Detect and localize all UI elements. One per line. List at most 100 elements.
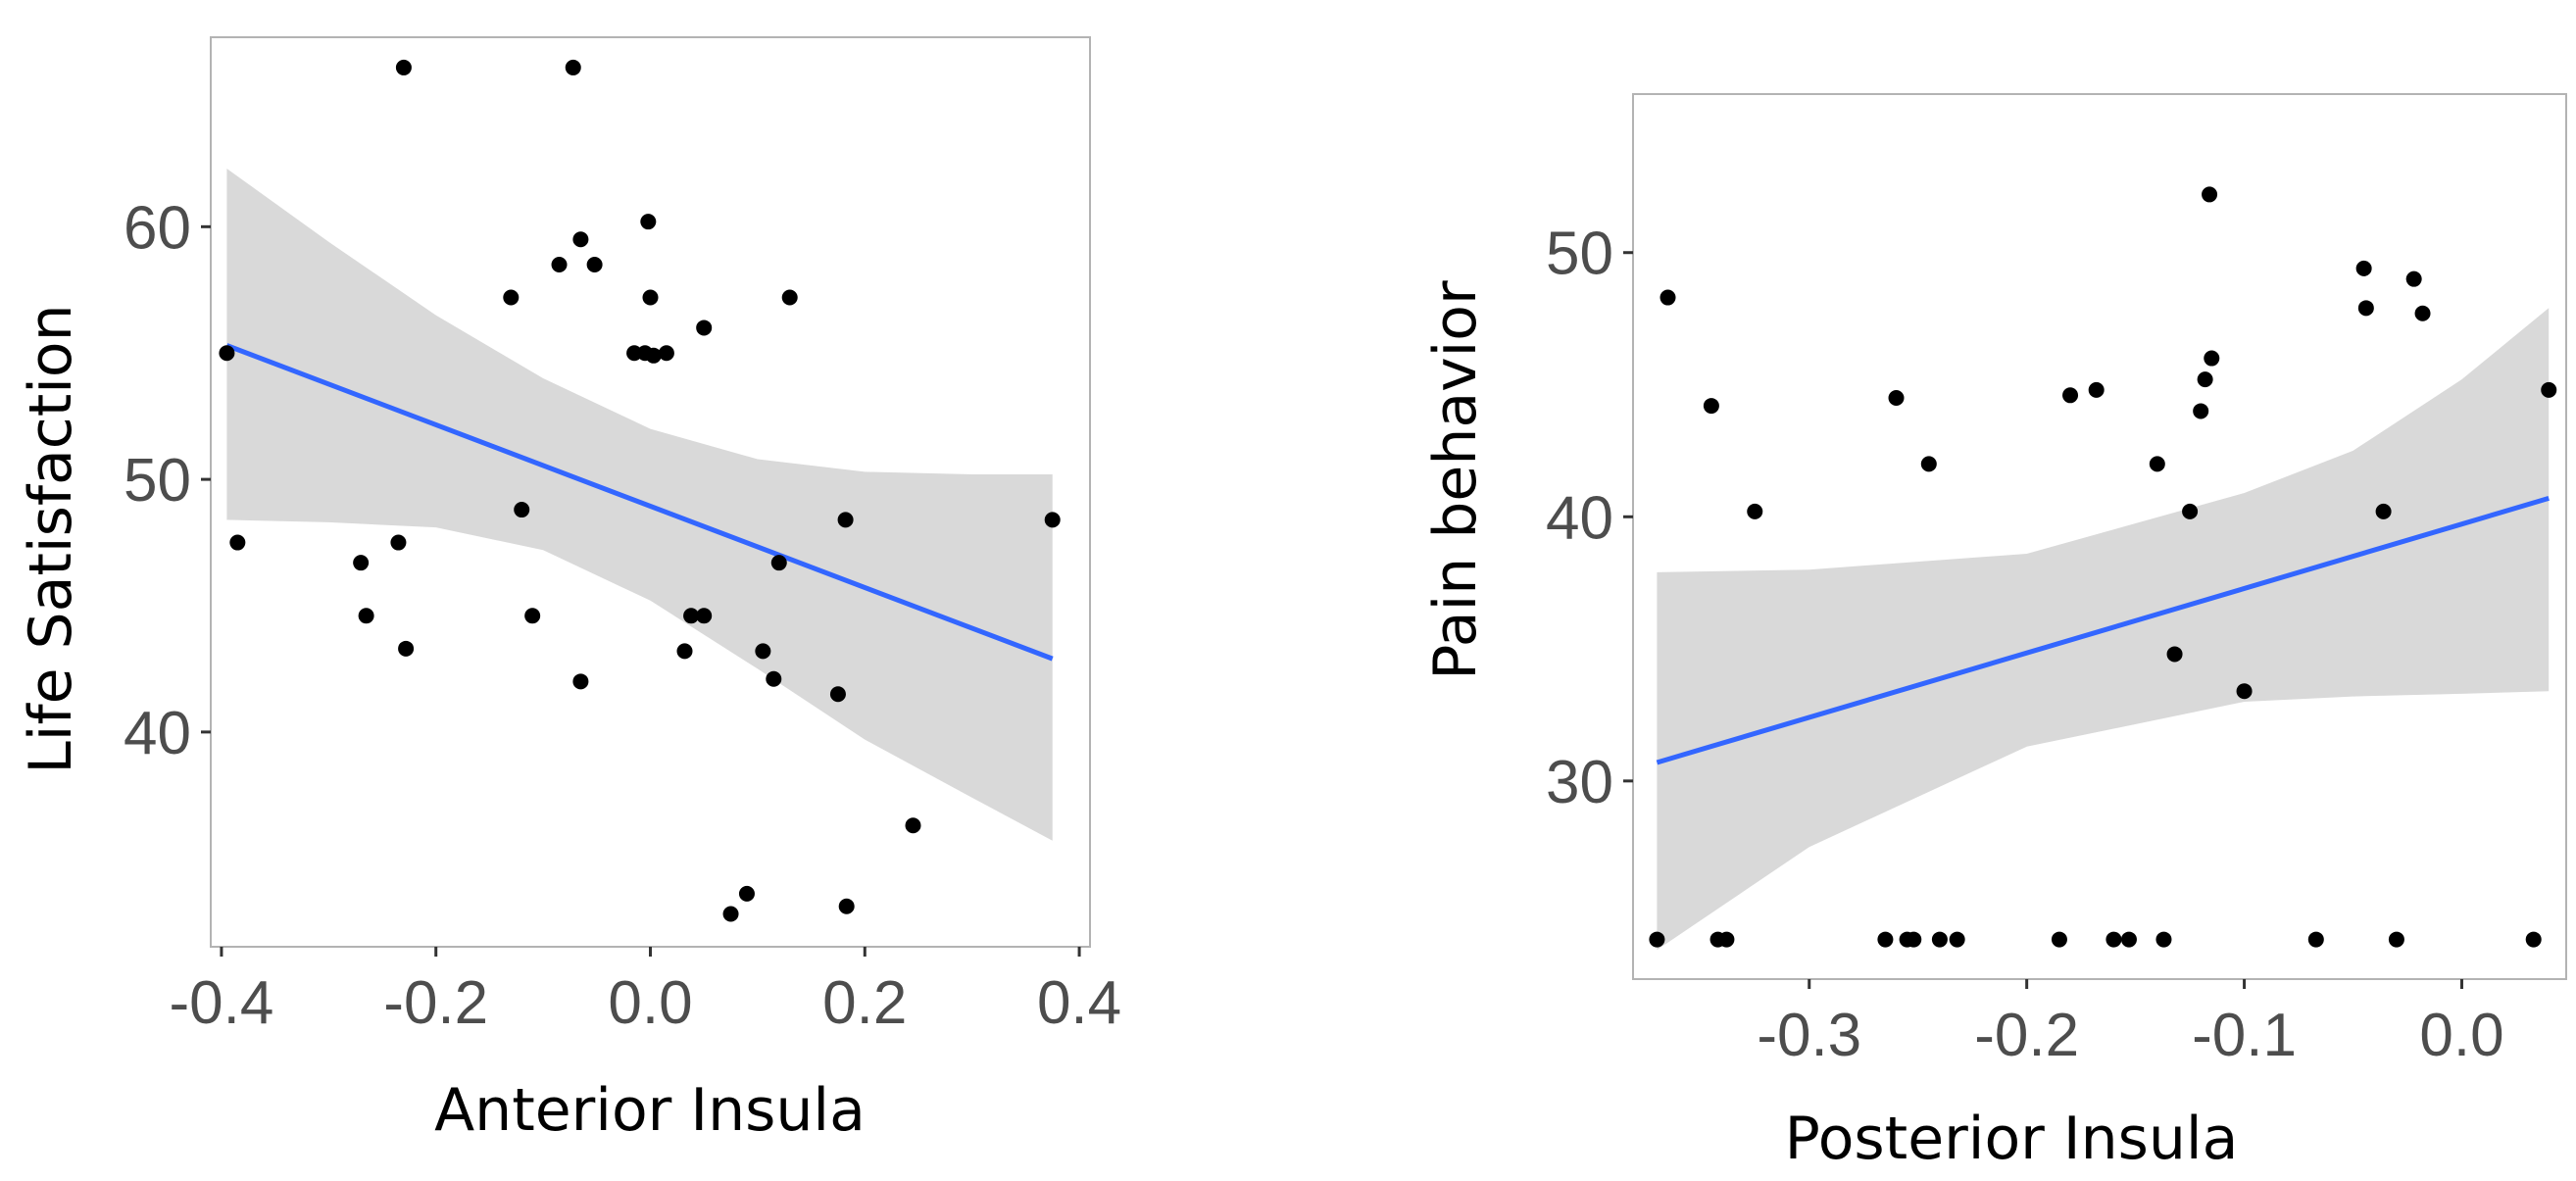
data-point [2525, 931, 2542, 948]
data-point [766, 670, 782, 687]
data-point [1718, 931, 1735, 948]
y-axis: 30 40 50 [1546, 221, 1633, 816]
x-tick-label: -0.3 [1757, 1002, 1861, 1069]
data-point [696, 320, 713, 336]
data-point [1949, 931, 1965, 948]
data-point [2541, 381, 2557, 398]
x-axis-title: Posterior Insula [1785, 1105, 2239, 1173]
y-tick-label: 50 [1546, 221, 1613, 288]
data-point [1703, 398, 1719, 415]
data-point [514, 502, 530, 518]
chart-anterior-insula: 40 50 60 -0.4 -0.2 0.0 0.2 0.4 Anterior Insula… [17, 36, 1121, 1145]
fit-line [225, 343, 1054, 662]
data-point [738, 885, 755, 902]
data-point [755, 643, 771, 660]
data-point [398, 640, 415, 657]
data-point [2197, 371, 2213, 388]
y-axis-title: Life Satisfaction [17, 304, 85, 773]
data-point [565, 59, 581, 75]
data-point [551, 257, 568, 272]
data-point [219, 345, 235, 362]
data-point [838, 898, 855, 914]
y-tick-label: 40 [124, 700, 191, 767]
data-point [2166, 646, 2183, 663]
x-tick-label: 0.0 [608, 969, 692, 1037]
data-point [658, 345, 674, 362]
data-point [2414, 305, 2431, 321]
data-point [837, 512, 854, 528]
data-point [770, 555, 787, 571]
data-point [229, 534, 246, 551]
data-point [1660, 289, 1676, 306]
data-point [640, 214, 657, 230]
data-point [2204, 350, 2220, 367]
fit-line [1656, 496, 2550, 765]
data-points [219, 59, 1061, 922]
data-points [1649, 186, 2557, 948]
x-axis-title: Anterior Insula [434, 1076, 866, 1145]
data-point [2236, 683, 2253, 700]
data-point [722, 906, 739, 922]
data-point [2307, 931, 2324, 948]
x-axis: -0.3 -0.2 -0.1 0.0 [1757, 979, 2504, 1069]
y-tick-label: 60 [124, 194, 191, 262]
data-point [781, 289, 798, 306]
data-point [2062, 387, 2079, 404]
data-point [2405, 271, 2422, 287]
data-point [572, 231, 589, 248]
x-tick-label: 0.0 [2419, 1002, 2503, 1069]
data-point [353, 555, 370, 571]
data-point [2155, 931, 2172, 948]
x-tick-label: 0.2 [822, 969, 907, 1037]
data-point [572, 673, 589, 690]
data-point [358, 608, 374, 624]
data-point [2193, 403, 2209, 419]
x-axis: -0.4 -0.2 0.0 0.2 0.4 [170, 947, 1121, 1037]
data-point [905, 817, 921, 834]
data-point [524, 608, 541, 624]
data-point [503, 289, 520, 306]
data-point [586, 257, 603, 272]
x-tick-label: 0.4 [1037, 969, 1121, 1037]
x-tick-label: -0.4 [170, 969, 274, 1037]
data-point [1906, 931, 1922, 948]
data-point [1877, 931, 1894, 948]
data-point [2120, 931, 2137, 948]
data-point [2388, 931, 2404, 948]
data-point [645, 347, 662, 364]
data-point [1747, 503, 1763, 519]
data-point [683, 608, 700, 624]
data-point [395, 59, 412, 75]
data-point [1649, 931, 1665, 948]
x-tick-label: -0.1 [2192, 1002, 2297, 1069]
data-point [696, 608, 713, 624]
data-point [2182, 503, 2199, 519]
x-tick-label: -0.2 [1974, 1002, 2079, 1069]
data-point [2202, 186, 2218, 203]
data-point [676, 643, 693, 660]
data-point [626, 345, 643, 362]
data-point [2355, 260, 2372, 276]
panel-border [1632, 93, 2567, 980]
y-axis: 40 50 60 [124, 194, 211, 767]
data-point [390, 534, 407, 551]
y-tick-label: 30 [1546, 749, 1613, 816]
data-point [1931, 931, 1948, 948]
y-tick-label: 50 [124, 447, 191, 515]
data-point [642, 289, 659, 306]
data-point [2149, 456, 2165, 472]
x-tick-label: -0.2 [383, 969, 488, 1037]
data-point [1888, 389, 1905, 406]
data-point [2357, 300, 2374, 317]
data-point [1920, 456, 1937, 472]
data-point [2375, 503, 2392, 519]
y-tick-label: 40 [1546, 484, 1613, 552]
data-point [2105, 931, 2122, 948]
data-point [1044, 512, 1061, 528]
data-point [2051, 931, 2067, 948]
data-point [2088, 381, 2105, 398]
y-axis-title: Pain behavior [1421, 280, 1490, 680]
data-point [829, 686, 846, 703]
